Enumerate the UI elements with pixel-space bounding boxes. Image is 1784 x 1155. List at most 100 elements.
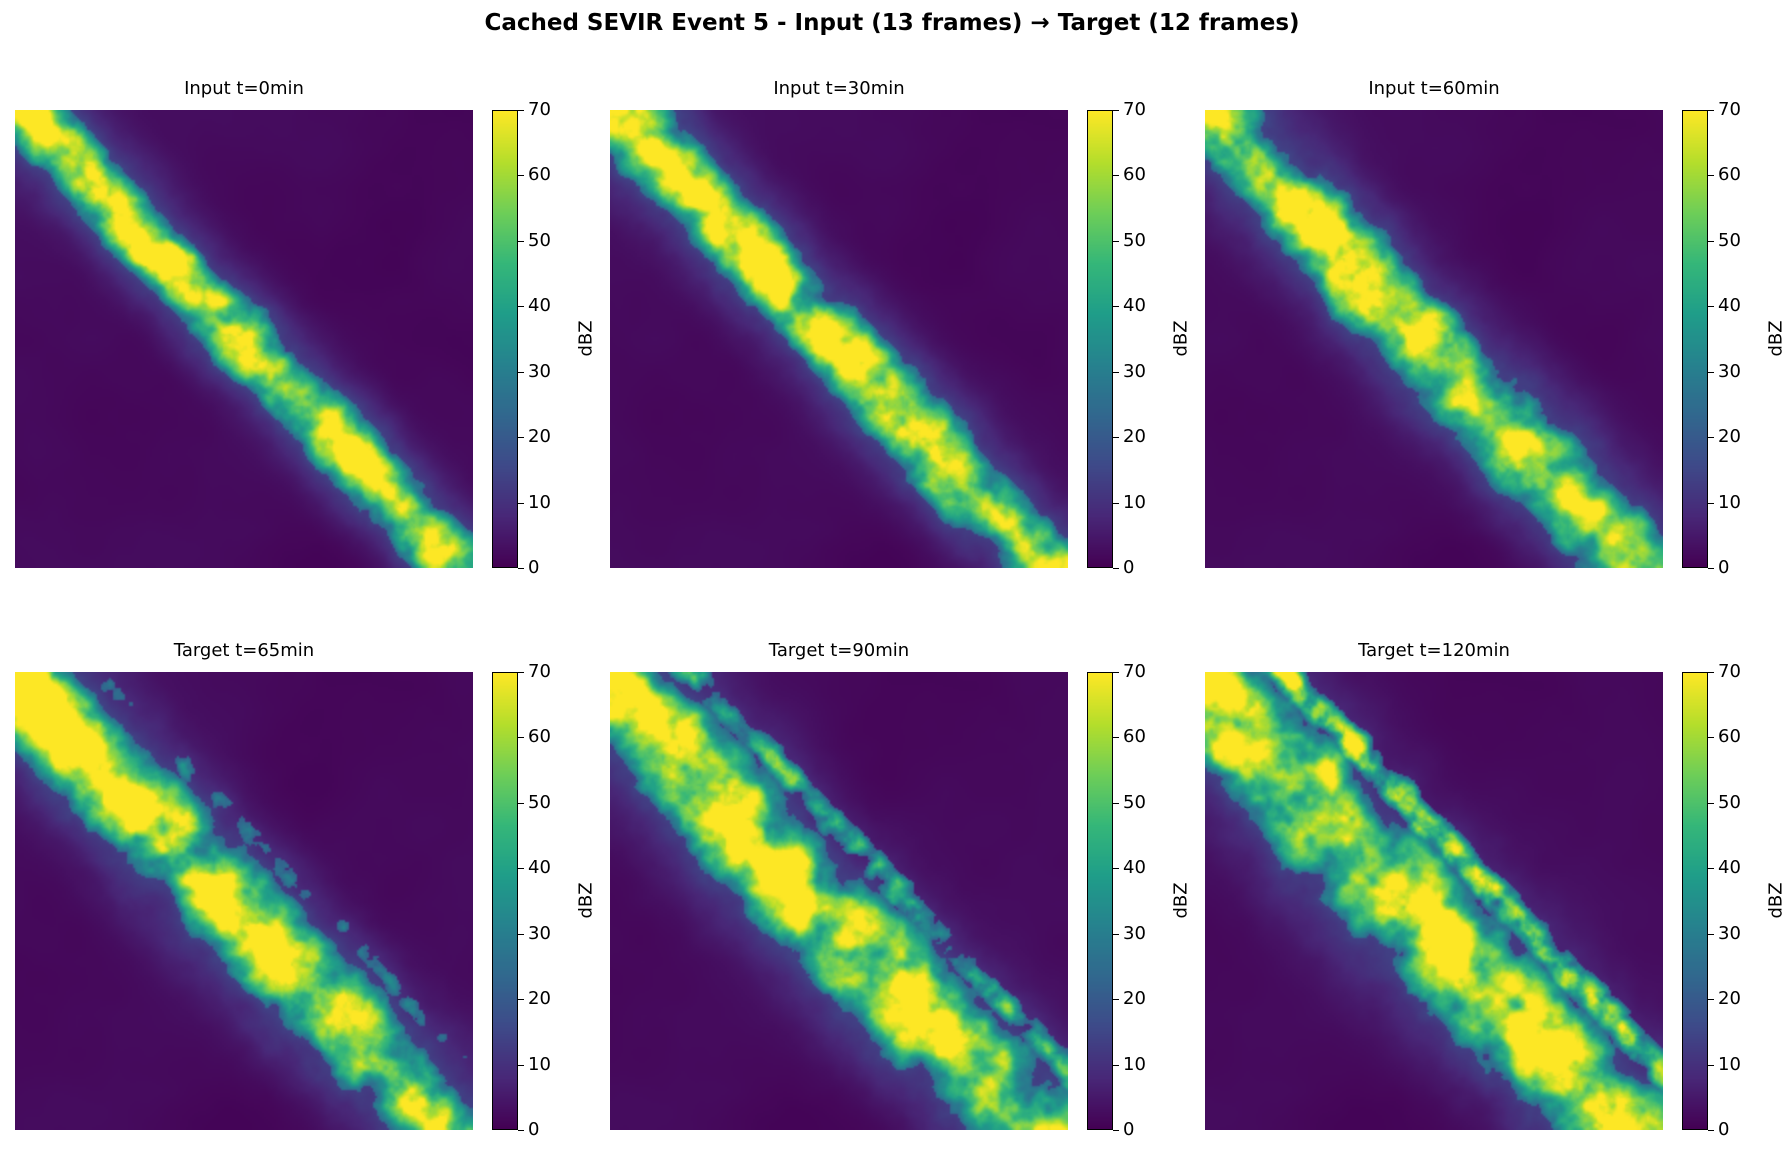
colorbar-tick-label: 50 (528, 230, 551, 251)
colorbar-tick-label: 70 (528, 99, 551, 120)
colorbar-tick-label: 60 (528, 726, 551, 747)
colorbar-label: dBZ (1170, 882, 1192, 919)
colorbar-tick-label: 50 (1718, 792, 1741, 813)
colorbar-tick (1708, 803, 1714, 804)
colorbar-tick (1113, 372, 1119, 373)
colorbar-tick (1113, 934, 1119, 935)
colorbar-tick (1113, 737, 1119, 738)
panel-title: Input t=60min (1368, 78, 1500, 99)
colorbar-tick-label: 0 (528, 557, 540, 578)
colorbar-tick-label: 40 (1718, 295, 1741, 316)
colorbar-label: dBZ (1170, 320, 1192, 357)
panel-title: Input t=30min (773, 78, 905, 99)
colorbar-tick-label: 10 (528, 492, 551, 513)
radar-heatmap (15, 672, 473, 1130)
colorbar-tick-label: 0 (1718, 557, 1730, 578)
colorbar-tick (1708, 306, 1714, 307)
colorbar-tick-label: 0 (1718, 1119, 1730, 1140)
colorbar-tick (1113, 241, 1119, 242)
colorbar-tick (518, 1065, 524, 1066)
colorbar-label: dBZ (1765, 320, 1784, 357)
colorbar-tick (1708, 110, 1714, 111)
colorbar-tick (1113, 110, 1119, 111)
colorbar-tick-label: 60 (1123, 164, 1146, 185)
colorbar-tick (1708, 503, 1714, 504)
colorbar-tick-label: 70 (528, 661, 551, 682)
colorbar-tick (1113, 306, 1119, 307)
colorbar-label: dBZ (575, 882, 597, 919)
colorbar-tick-label: 10 (1718, 1054, 1741, 1075)
colorbar-tick (1708, 437, 1714, 438)
colorbar (492, 110, 518, 568)
colorbar-tick (518, 737, 524, 738)
colorbar-tick-label: 30 (1718, 361, 1741, 382)
colorbar-tick (518, 437, 524, 438)
colorbar-label: dBZ (575, 320, 597, 357)
colorbar-tick-label: 20 (1718, 426, 1741, 447)
colorbar-tick (518, 306, 524, 307)
colorbar-tick (1113, 999, 1119, 1000)
colorbar-tick (518, 868, 524, 869)
colorbar-tick (1708, 372, 1714, 373)
colorbar-label: dBZ (1765, 882, 1784, 919)
colorbar-tick (518, 503, 524, 504)
colorbar (1682, 110, 1708, 568)
radar-heatmap (610, 672, 1068, 1130)
figure-title: Cached SEVIR Event 5 - Input (13 frames)… (484, 10, 1300, 36)
colorbar-tick (1113, 175, 1119, 176)
colorbar-tick-label: 70 (1123, 99, 1146, 120)
colorbar-tick-label: 50 (528, 792, 551, 813)
colorbar-tick (1113, 1130, 1119, 1131)
colorbar-tick (1708, 999, 1714, 1000)
colorbar-tick-label: 50 (1123, 230, 1146, 251)
colorbar-tick (518, 934, 524, 935)
colorbar-tick-label: 30 (1123, 923, 1146, 944)
colorbar-tick-label: 70 (1718, 99, 1741, 120)
colorbar (492, 672, 518, 1130)
colorbar-tick (518, 568, 524, 569)
colorbar-tick-label: 30 (1718, 923, 1741, 944)
colorbar-tick (518, 999, 524, 1000)
colorbar-tick-label: 50 (1718, 230, 1741, 251)
colorbar-tick (1113, 437, 1119, 438)
colorbar-tick (1708, 672, 1714, 673)
colorbar-tick (1708, 868, 1714, 869)
panel-title: Target t=90min (768, 640, 910, 661)
colorbar-tick-label: 60 (1718, 164, 1741, 185)
colorbar-tick (1113, 672, 1119, 673)
colorbar-tick-label: 0 (1123, 1119, 1135, 1140)
colorbar-tick (518, 110, 524, 111)
colorbar-tick (1708, 934, 1714, 935)
colorbar-tick-label: 30 (1123, 361, 1146, 382)
colorbar-tick-label: 40 (1123, 857, 1146, 878)
colorbar-tick-label: 20 (1123, 988, 1146, 1009)
radar-heatmap (15, 110, 473, 568)
colorbar-tick (518, 372, 524, 373)
colorbar-tick (518, 241, 524, 242)
colorbar-tick-label: 40 (1718, 857, 1741, 878)
colorbar-tick (1708, 1130, 1714, 1131)
colorbar-tick-label: 40 (528, 295, 551, 316)
colorbar-tick (518, 1130, 524, 1131)
colorbar-tick-label: 30 (528, 923, 551, 944)
colorbar-tick (518, 672, 524, 673)
colorbar-tick-label: 20 (528, 426, 551, 447)
radar-heatmap (610, 110, 1068, 568)
colorbar-tick-label: 40 (528, 857, 551, 878)
colorbar-tick (1708, 568, 1714, 569)
colorbar-tick-label: 60 (1718, 726, 1741, 747)
colorbar-tick-label: 20 (1718, 988, 1741, 1009)
colorbar-tick-label: 10 (528, 1054, 551, 1075)
radar-heatmap (1205, 672, 1663, 1130)
colorbar-tick (1708, 175, 1714, 176)
panel-title: Input t=0min (184, 78, 304, 99)
colorbar-tick-label: 60 (528, 164, 551, 185)
colorbar-tick (1113, 868, 1119, 869)
colorbar-tick-label: 30 (528, 361, 551, 382)
colorbar-tick-label: 40 (1123, 295, 1146, 316)
colorbar-tick-label: 60 (1123, 726, 1146, 747)
colorbar (1682, 672, 1708, 1130)
colorbar-tick (1708, 241, 1714, 242)
radar-heatmap (1205, 110, 1663, 568)
